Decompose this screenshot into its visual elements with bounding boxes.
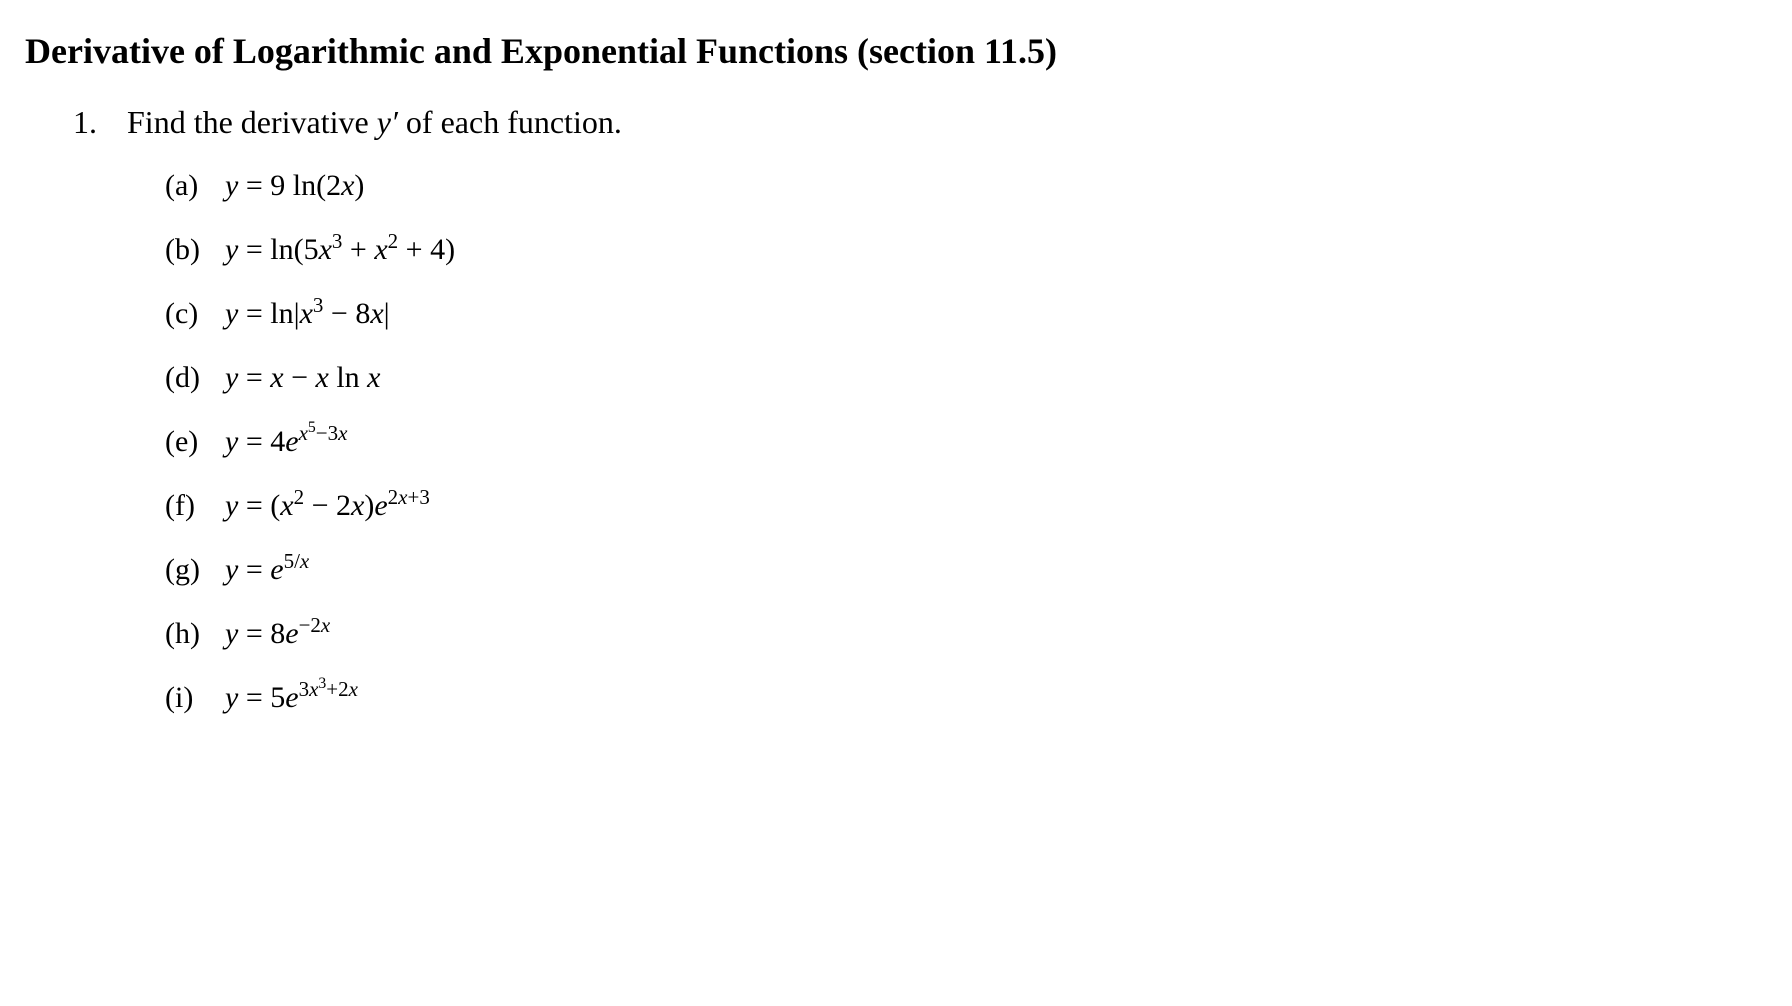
problem-1: 1. Find the derivative y′ of each functi… [73, 104, 1767, 141]
sub-label: (d) [165, 361, 217, 395]
sub-item-f: (f) y = (x2 − 2x)e2x+3 [165, 489, 1767, 523]
sub-item-g: (g) y = e5/x [165, 553, 1767, 587]
sub-item-i: (i) y = 5e3x3+2x [165, 681, 1767, 715]
sub-expr: y = 5e3x3+2x [225, 681, 358, 715]
sub-label: (g) [165, 553, 217, 587]
problem-text-before: Find the derivative [127, 104, 377, 140]
sub-label: (f) [165, 489, 217, 523]
sub-expr: y = e5/x [225, 553, 309, 587]
sub-label: (b) [165, 233, 217, 267]
problem-text-after: of each function. [398, 104, 622, 140]
sub-expr: y = 8e−2x [225, 617, 330, 651]
sub-label: (h) [165, 617, 217, 651]
page-title: Derivative of Logarithmic and Exponentia… [25, 30, 1767, 72]
sub-list: (a) y = 9 ln(2x) (b) y = ln(5x3 + x2 + 4… [73, 169, 1767, 715]
sub-expr: y = 4ex5−3x [225, 425, 347, 459]
problem-number: 1. [73, 104, 103, 141]
sub-label: (a) [165, 169, 217, 203]
sub-item-a: (a) y = 9 ln(2x) [165, 169, 1767, 203]
sub-label: (i) [165, 681, 217, 715]
problem-list: 1. Find the derivative y′ of each functi… [25, 104, 1767, 715]
sub-expr: y = ln|x3 − 8x| [225, 297, 390, 331]
sub-item-b: (b) y = ln(5x3 + x2 + 4) [165, 233, 1767, 267]
sub-expr: y = 9 ln(2x) [225, 169, 364, 203]
problem-yprime: y′ [377, 104, 398, 140]
sub-expr: y = ln(5x3 + x2 + 4) [225, 233, 455, 267]
sub-item-d: (d) y = x − x ln x [165, 361, 1767, 395]
sub-expr: y = x − x ln x [225, 361, 381, 395]
sub-item-e: (e) y = 4ex5−3x [165, 425, 1767, 459]
sub-item-c: (c) y = ln|x3 − 8x| [165, 297, 1767, 331]
sub-expr: y = (x2 − 2x)e2x+3 [225, 489, 430, 523]
sub-label: (c) [165, 297, 217, 331]
sub-label: (e) [165, 425, 217, 459]
problem-text: Find the derivative y′ of each function. [127, 104, 622, 141]
sub-item-h: (h) y = 8e−2x [165, 617, 1767, 651]
